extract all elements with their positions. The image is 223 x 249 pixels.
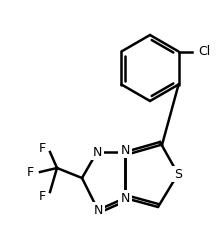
Text: Cl: Cl — [198, 45, 211, 58]
Text: S: S — [174, 168, 182, 181]
Text: F: F — [38, 189, 45, 202]
Text: F: F — [38, 141, 45, 154]
Text: N: N — [120, 143, 130, 157]
Text: F: F — [27, 166, 34, 179]
Text: N: N — [92, 145, 102, 159]
Text: N: N — [93, 203, 103, 216]
Text: N: N — [120, 191, 130, 204]
